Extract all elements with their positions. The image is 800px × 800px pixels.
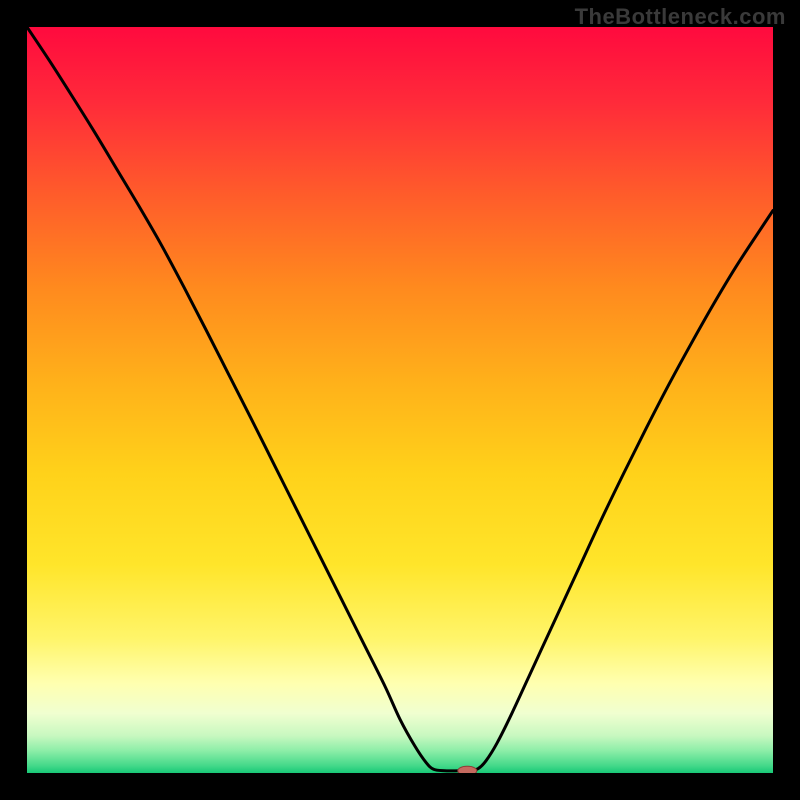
plot-area <box>27 27 773 773</box>
curve-svg <box>27 27 773 773</box>
watermark-text: TheBottleneck.com <box>575 4 786 30</box>
bottleneck-curve <box>27 27 773 771</box>
optimum-marker <box>457 766 476 773</box>
